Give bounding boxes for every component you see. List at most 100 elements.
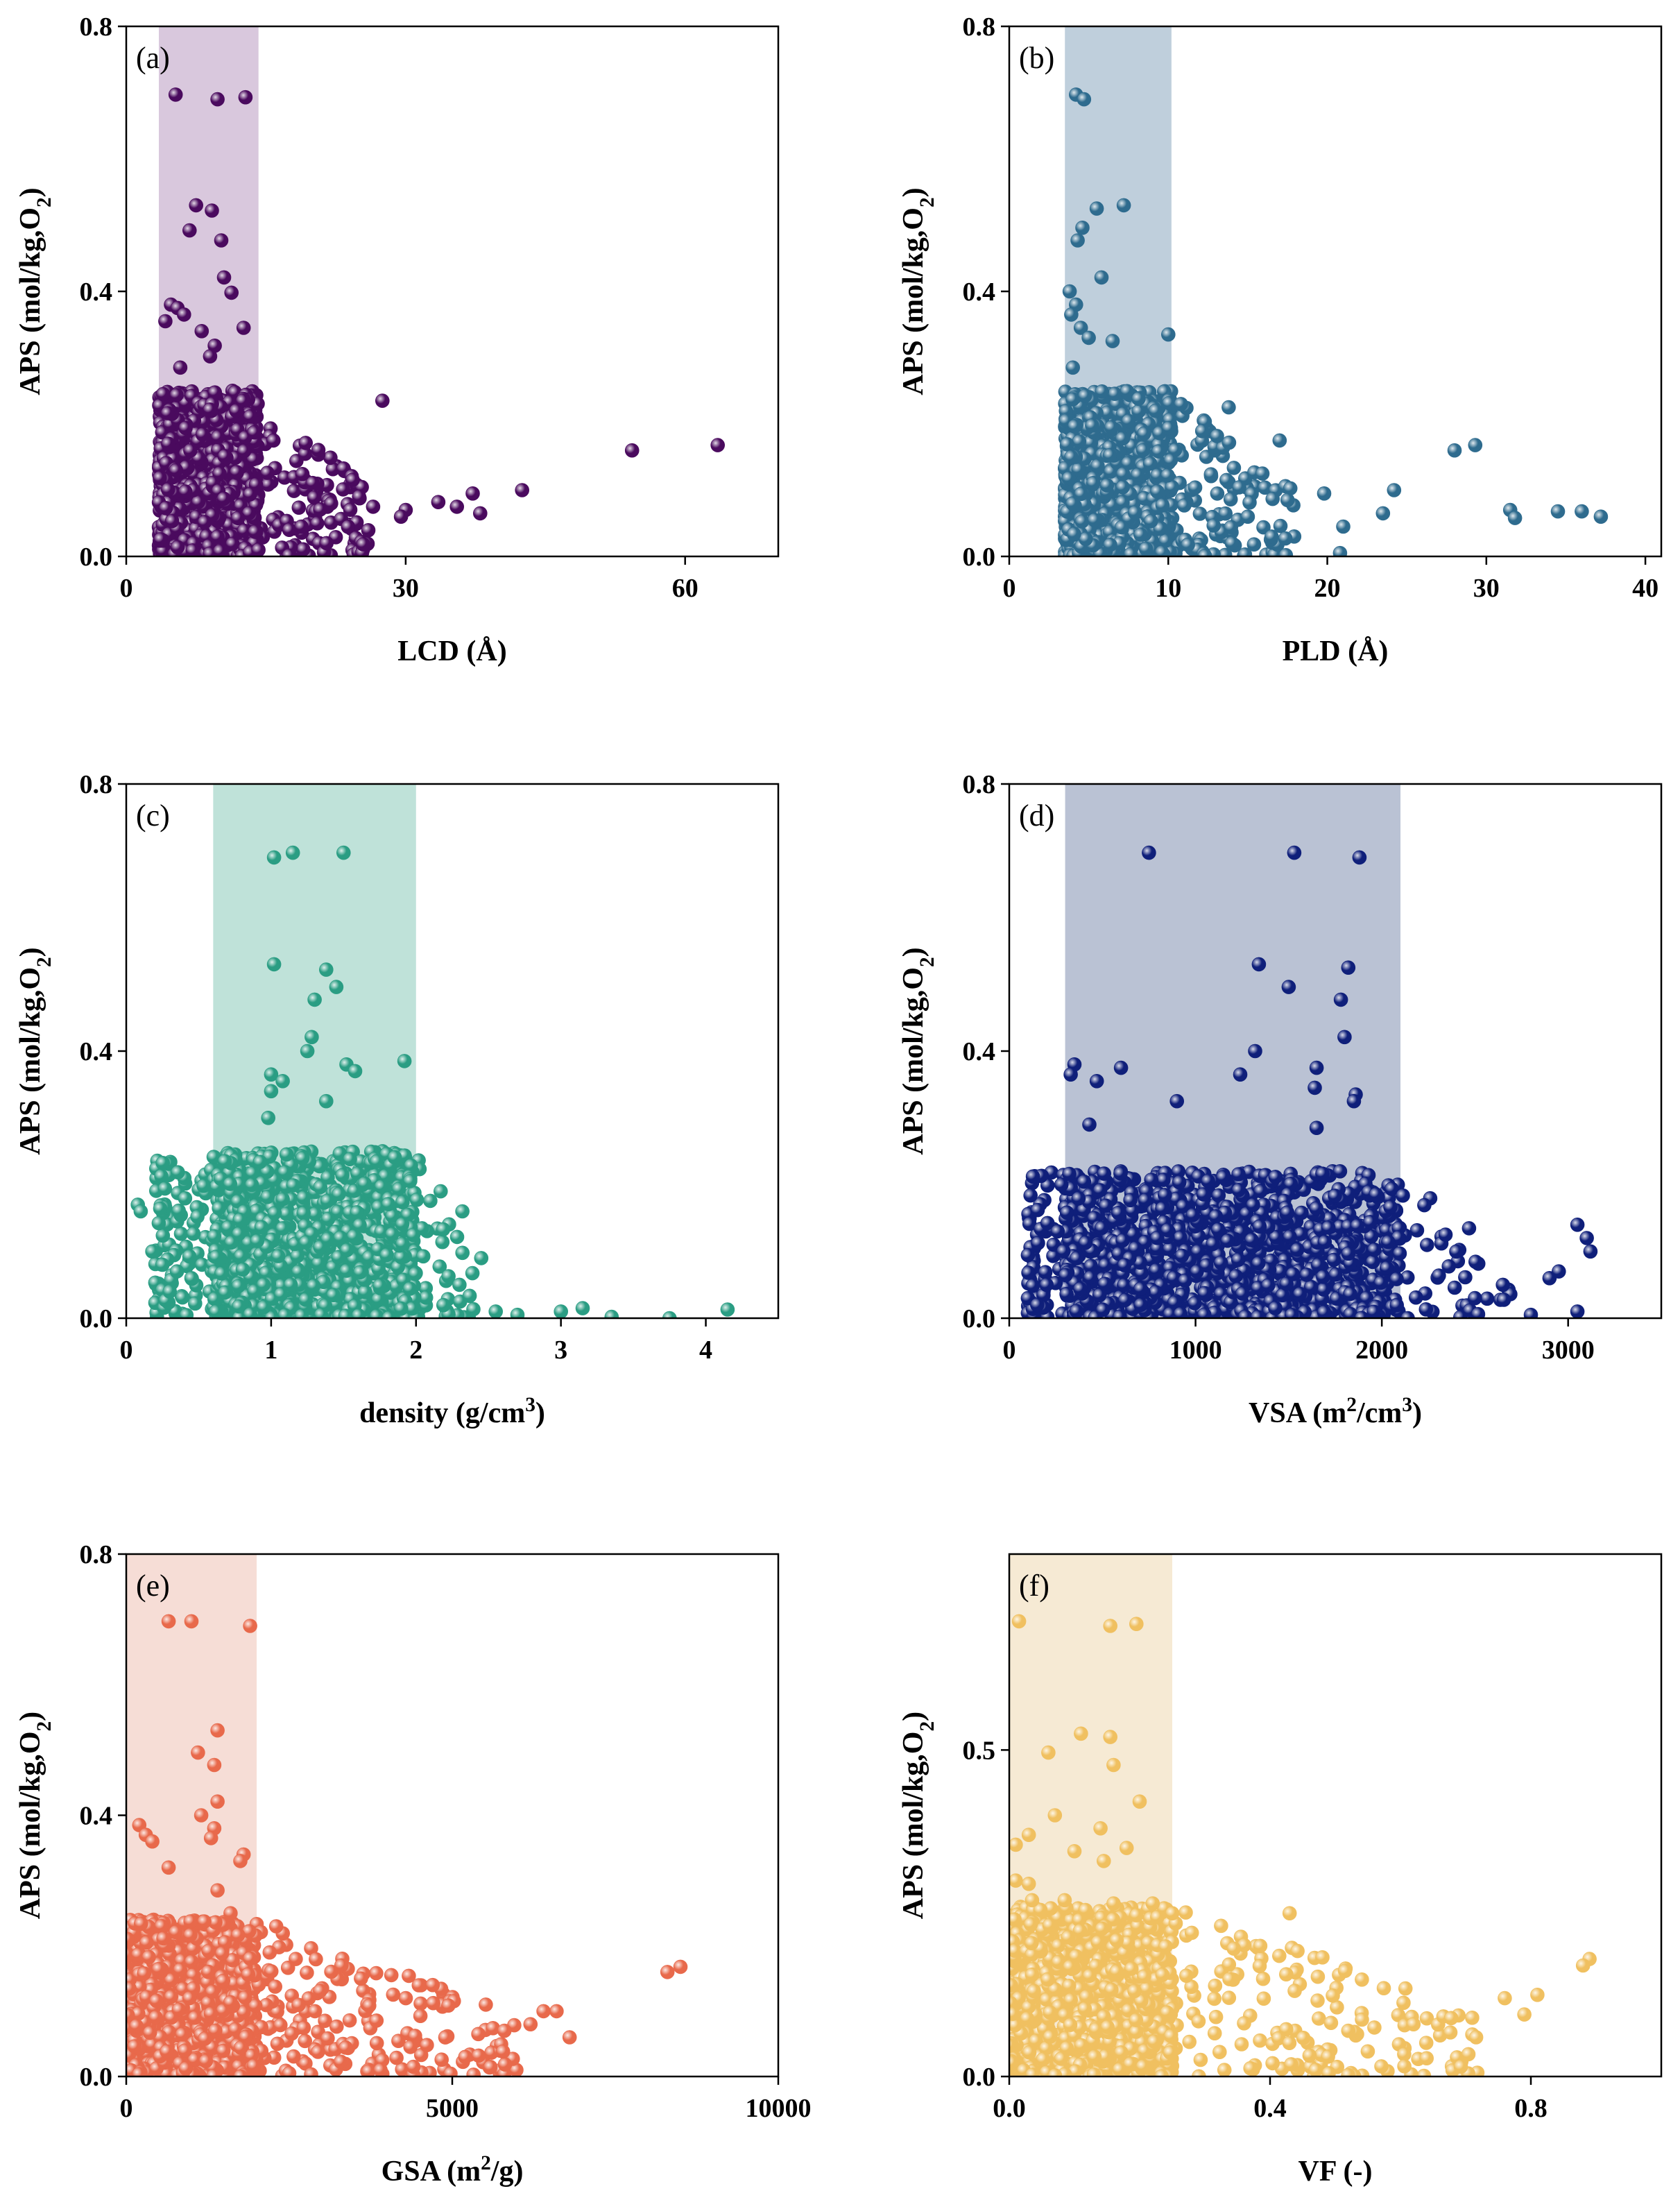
data-point [423, 1193, 438, 1209]
data-point [452, 1277, 467, 1293]
data-point [187, 1296, 203, 1311]
data-point [1153, 521, 1167, 536]
data-point [238, 89, 253, 105]
data-point [462, 1288, 477, 1304]
data-point [1326, 1252, 1342, 1268]
data-point [1409, 1223, 1425, 1238]
data-point [1121, 413, 1136, 429]
data-point [209, 1250, 223, 1264]
data-point [182, 223, 197, 238]
data-point [320, 1211, 336, 1227]
data-point [1265, 529, 1279, 544]
data-point [1367, 1243, 1382, 1257]
data-point [1177, 498, 1192, 513]
data-point [381, 1197, 396, 1211]
data-point [431, 495, 446, 510]
data-point [231, 1299, 246, 1314]
data-point [1150, 484, 1165, 499]
data-point [300, 1043, 315, 1059]
data-point [178, 1191, 193, 1206]
data-point [229, 403, 243, 418]
data-point [176, 307, 191, 322]
data-point [155, 1228, 171, 1243]
data-point [155, 1257, 170, 1272]
data-point [1480, 1291, 1495, 1306]
data-point [1441, 1259, 1456, 1274]
y-tick-label: 0.4 [80, 1037, 113, 1066]
data-point [306, 1279, 321, 1293]
data-point [244, 1177, 259, 1193]
x-axis-title: PLD (Å) [1283, 636, 1389, 667]
data-point [1309, 1201, 1323, 1216]
y-tick-label: 0.8 [80, 12, 113, 42]
data-point [194, 323, 209, 339]
data-point [350, 1205, 364, 1220]
data-point [164, 513, 180, 529]
data-point [296, 1190, 311, 1205]
data-point [1130, 468, 1145, 482]
data-point [441, 1269, 456, 1284]
data-point [195, 427, 210, 442]
data-point [369, 1154, 384, 1169]
data-point [224, 285, 239, 300]
data-point [295, 466, 310, 481]
x-tick-label: 0 [120, 1336, 133, 1365]
data-point [1151, 444, 1166, 459]
data-point [266, 850, 282, 865]
data-point [488, 1304, 503, 1318]
data-point [212, 544, 228, 556]
data-point [175, 1290, 190, 1305]
data-point [1137, 426, 1151, 441]
data-point [1253, 1184, 1268, 1198]
data-point [1181, 537, 1195, 552]
data-point [1468, 438, 1483, 452]
data-point [361, 522, 376, 538]
data-point [374, 1179, 389, 1194]
data-point [267, 1206, 282, 1220]
data-point [320, 1170, 335, 1185]
data-point [433, 1184, 448, 1199]
data-point [1462, 1221, 1477, 1236]
x-tick-label: 3 [554, 1336, 567, 1365]
data-point [1278, 531, 1293, 546]
data-point [1550, 504, 1566, 519]
data-point [173, 360, 188, 375]
data-point [246, 452, 261, 467]
data-point [1077, 389, 1092, 403]
data-point [1067, 418, 1082, 434]
data-point [314, 1307, 329, 1318]
data-point [311, 443, 326, 457]
data-point [178, 420, 193, 436]
data-point [1127, 505, 1142, 520]
data-point [1468, 1254, 1483, 1269]
data-point [323, 450, 338, 466]
data-point [1575, 504, 1589, 519]
data-point [151, 1216, 166, 1231]
data-point [307, 992, 322, 1007]
data-point [1115, 466, 1131, 481]
y-tick-label: 0.8 [963, 12, 996, 42]
data-point [624, 443, 640, 458]
data-point [1317, 486, 1332, 501]
data-point [1210, 486, 1225, 501]
data-point [379, 1247, 394, 1263]
data-point [409, 1193, 425, 1207]
data-point [1240, 509, 1255, 525]
data-point [1210, 1222, 1226, 1237]
data-point [1231, 1183, 1246, 1197]
data-point [305, 1030, 319, 1045]
data-point [1220, 1234, 1235, 1248]
data-point [1185, 1207, 1200, 1222]
y-tick-label: 0.0 [963, 543, 996, 572]
x-axis-title: LCD (Å) [397, 636, 506, 667]
data-point [1192, 506, 1208, 521]
data-point [345, 472, 360, 487]
data-point [575, 1301, 590, 1315]
data-point [295, 1150, 310, 1166]
data-point [1087, 513, 1102, 527]
data-point [1417, 1197, 1432, 1213]
data-point [169, 463, 183, 478]
data-point [1161, 327, 1176, 342]
data-point [1332, 545, 1348, 556]
